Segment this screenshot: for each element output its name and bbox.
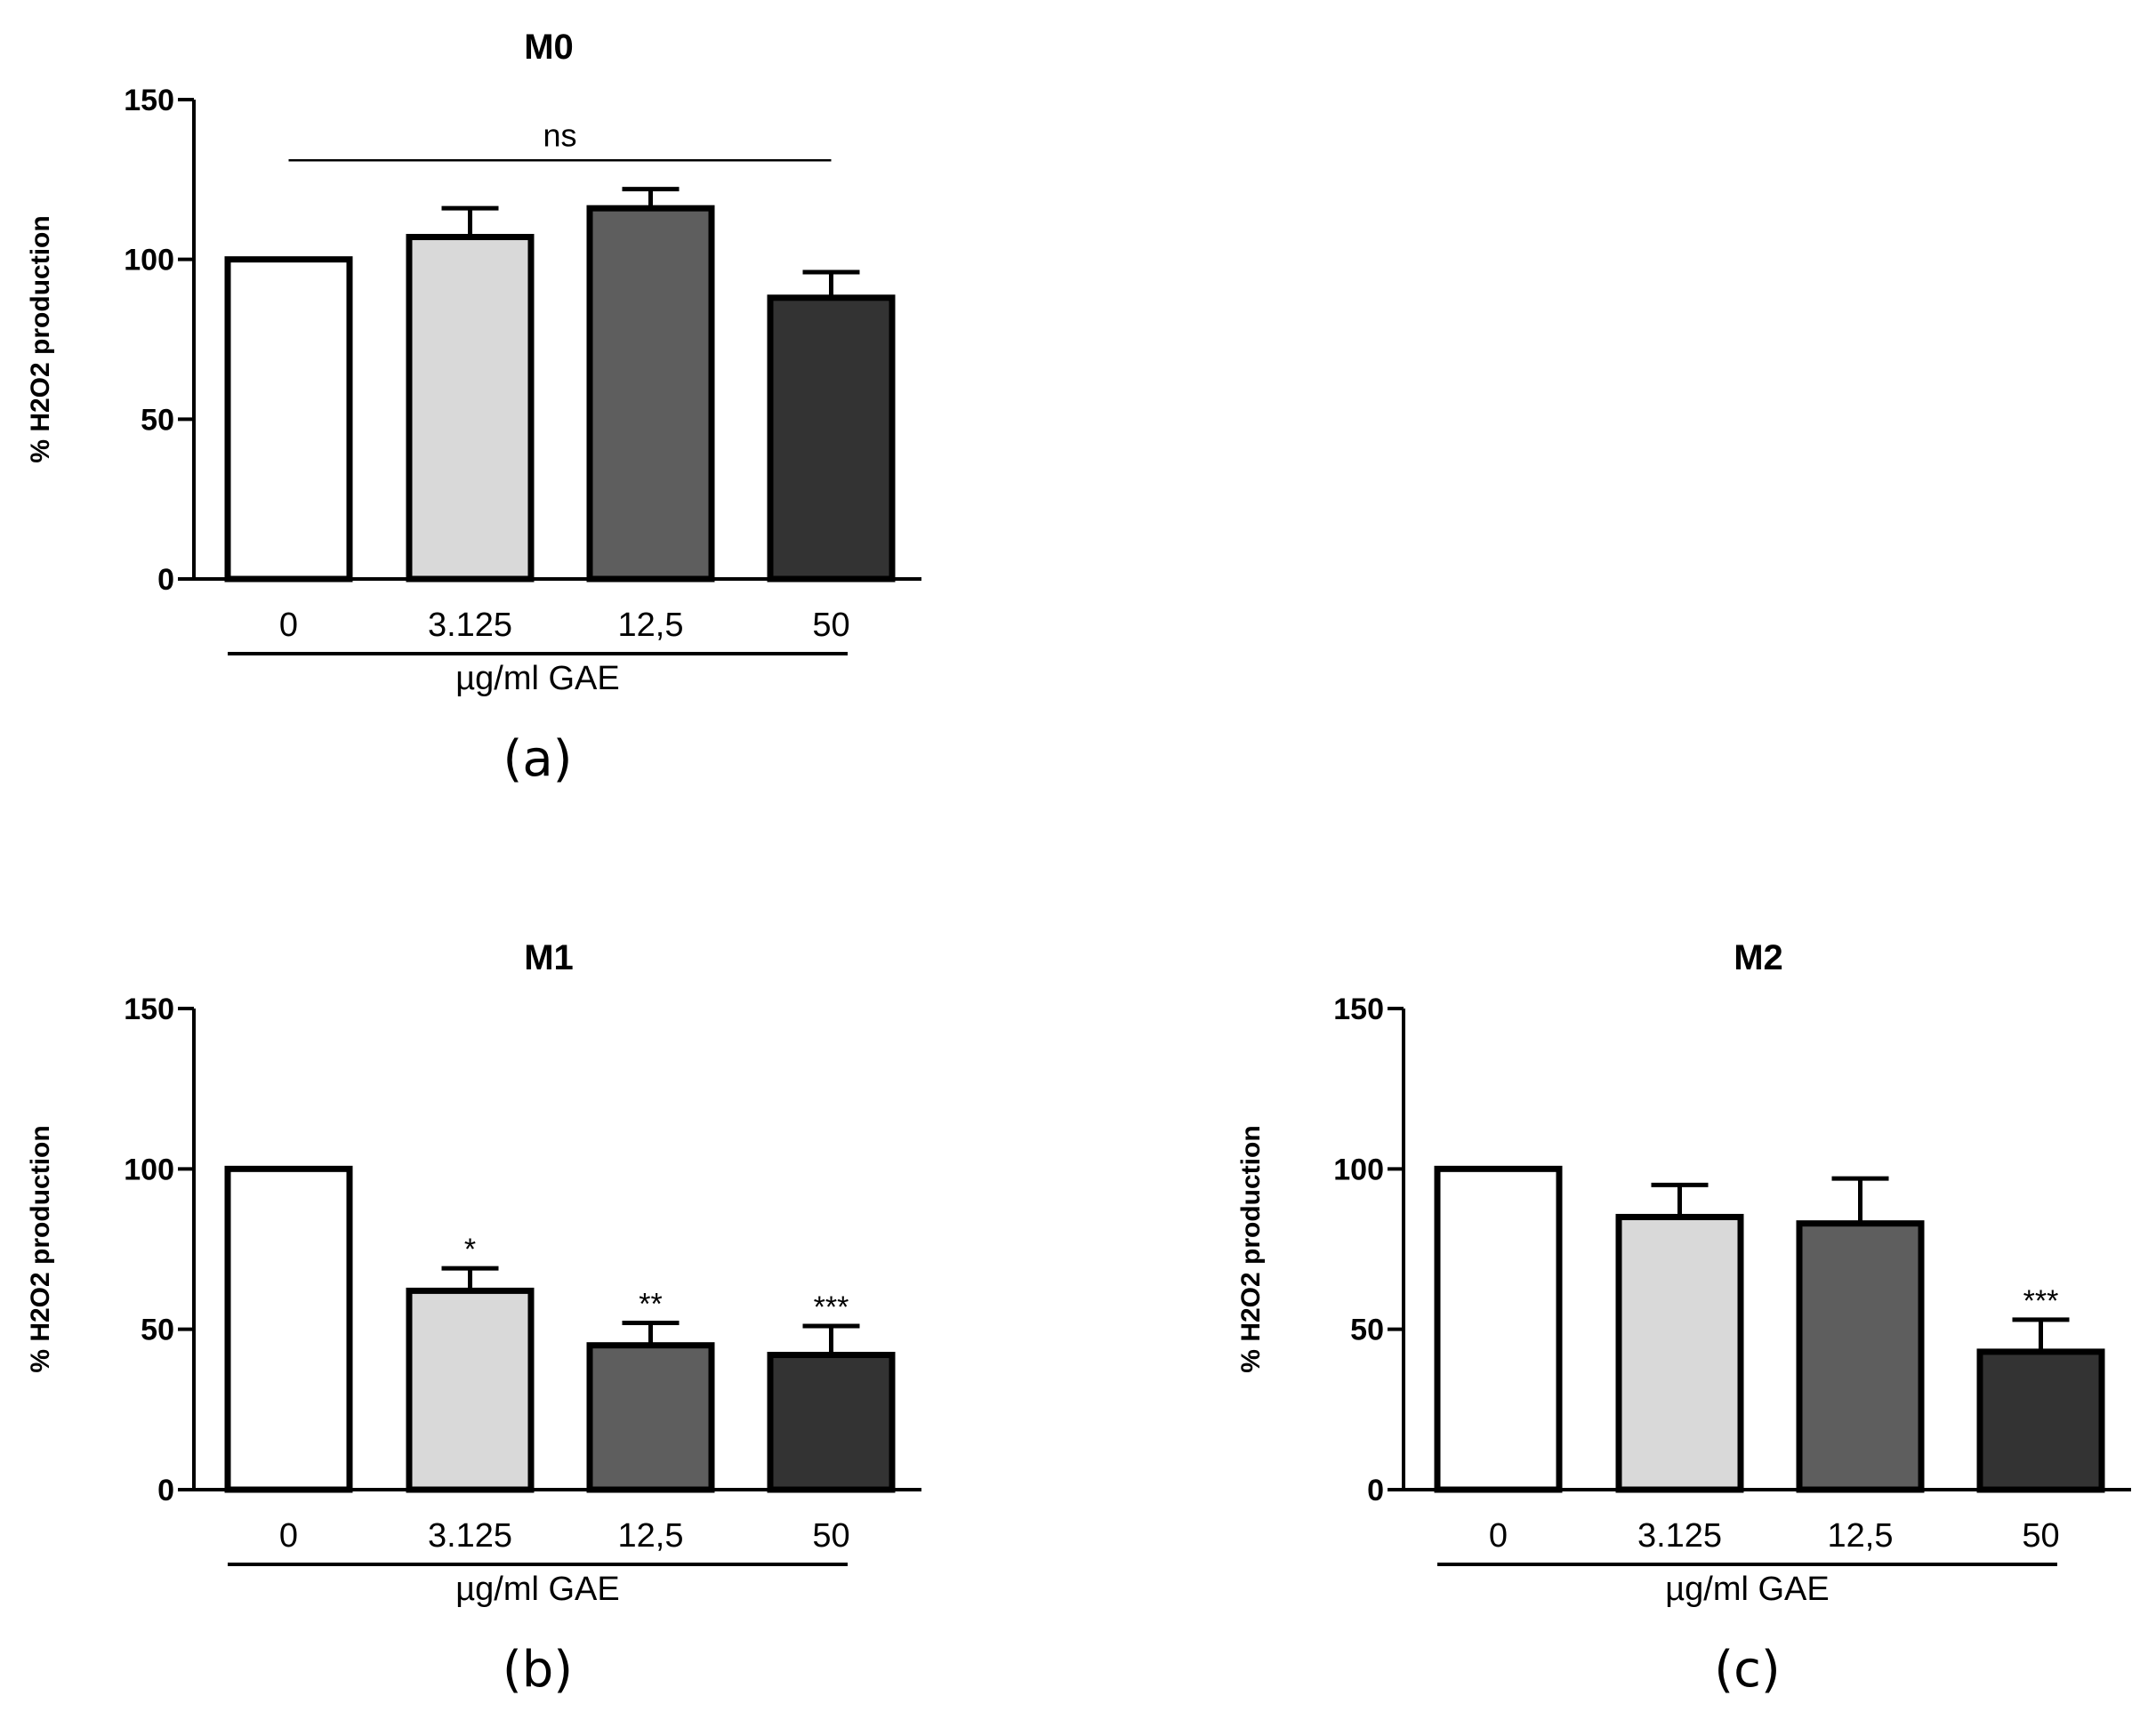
significance-marker: * [464, 1233, 476, 1266]
bar [1796, 1220, 1925, 1493]
bar [406, 234, 535, 583]
bar [767, 294, 896, 583]
x-tick-label: 12,5 [618, 607, 684, 644]
y-tick-label: 150 [124, 84, 174, 117]
x-tick-label: 3.125 [1637, 1517, 1722, 1555]
y-tick-label: 150 [1333, 993, 1384, 1026]
x-tick-label: 0 [1489, 1517, 1508, 1555]
x-tick-label: 50 [812, 1517, 849, 1555]
y-tick-label: 150 [124, 993, 174, 1026]
y-tick-label: 0 [157, 563, 174, 597]
bar [406, 1287, 535, 1493]
y-tick-label: 100 [124, 1153, 174, 1186]
panel-label: (b) [503, 1641, 573, 1699]
bar [224, 1165, 353, 1493]
chart-title: M2 [1734, 938, 1783, 977]
x-axis-label: µg/ml GAE [455, 660, 620, 697]
x-tick-label: 12,5 [1828, 1517, 1894, 1555]
chart-m0: 0 3.125 12,5 50 0 50 100 150 M0 % H2O2 product… [26, 28, 921, 788]
y-tick-label: 100 [124, 244, 174, 277]
x-tick-label: 3.125 [428, 607, 512, 644]
x-tick-label: 0 [279, 1517, 298, 1555]
chart-title: M0 [524, 28, 574, 67]
bar [224, 256, 353, 583]
x-tick-label: 12,5 [618, 1517, 684, 1555]
bar [1976, 1348, 2105, 1493]
y-axis-label: % H2O2 production [1236, 1125, 1266, 1372]
axes-frame [1402, 1009, 2131, 1491]
panel-label: (a) [503, 730, 572, 788]
bar [767, 1352, 896, 1493]
axes-frame [192, 1009, 921, 1491]
axes-frame [192, 100, 921, 581]
x-axis-label: µg/ml GAE [1665, 1571, 1830, 1608]
x-tick-label: 50 [2022, 1517, 2059, 1555]
y-tick-label: 50 [141, 403, 174, 437]
chart-m2: 0 3.125 12,5 50 *** 0 50 100 150 M2 % H2O2 pro… [1236, 938, 2131, 1699]
x-axis-label: µg/ml GAE [455, 1571, 620, 1608]
significance-marker: ** [639, 1287, 662, 1321]
bar [1434, 1165, 1563, 1493]
x-tick-label: 50 [812, 607, 849, 644]
bar [586, 1342, 715, 1493]
y-tick-label: 50 [1350, 1314, 1384, 1347]
y-tick-label: 100 [1333, 1153, 1384, 1186]
y-tick-label: 50 [141, 1314, 174, 1347]
significance-marker: *** [814, 1290, 849, 1324]
y-axis-label: % H2O2 production [26, 215, 55, 462]
x-tick-label: 3.125 [428, 1517, 512, 1555]
chart-title: M1 [524, 938, 574, 977]
significance-marker: *** [2023, 1284, 2059, 1318]
y-tick-label: 0 [1367, 1474, 1384, 1507]
ns-annotation: ns [543, 117, 576, 153]
y-axis-label: % H2O2 production [26, 1125, 55, 1372]
panel-label: (c) [1714, 1641, 1780, 1699]
y-tick-label: 0 [157, 1474, 174, 1507]
x-tick-label: 0 [279, 607, 298, 644]
bar [586, 205, 715, 583]
bar [1615, 1213, 1744, 1493]
